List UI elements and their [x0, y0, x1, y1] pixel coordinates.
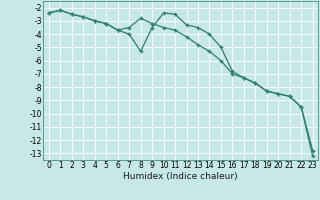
X-axis label: Humidex (Indice chaleur): Humidex (Indice chaleur) — [124, 172, 238, 181]
